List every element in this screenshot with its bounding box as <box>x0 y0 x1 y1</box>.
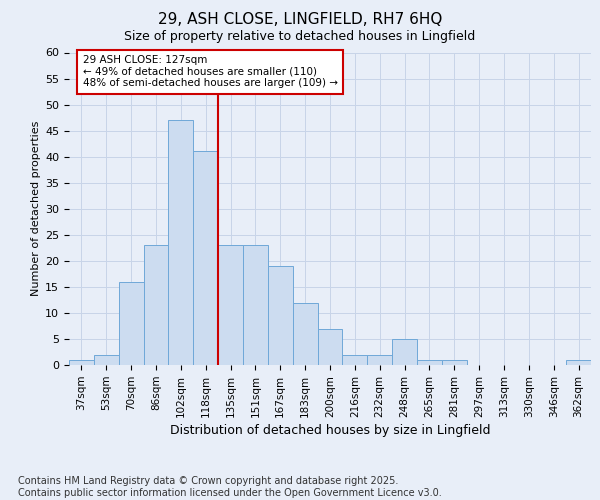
Bar <box>169 120 193 365</box>
Bar <box>417 360 442 365</box>
Bar <box>367 354 392 365</box>
Bar <box>218 245 243 365</box>
Bar <box>193 152 218 365</box>
Bar <box>392 339 417 365</box>
Text: Contains HM Land Registry data © Crown copyright and database right 2025.
Contai: Contains HM Land Registry data © Crown c… <box>18 476 442 498</box>
Bar <box>69 360 94 365</box>
Bar <box>119 282 143 365</box>
Bar <box>442 360 467 365</box>
Bar <box>243 245 268 365</box>
Text: 29 ASH CLOSE: 127sqm
← 49% of detached houses are smaller (110)
48% of semi-deta: 29 ASH CLOSE: 127sqm ← 49% of detached h… <box>83 55 338 88</box>
Bar <box>317 328 343 365</box>
Bar <box>566 360 591 365</box>
Text: Size of property relative to detached houses in Lingfield: Size of property relative to detached ho… <box>124 30 476 43</box>
X-axis label: Distribution of detached houses by size in Lingfield: Distribution of detached houses by size … <box>170 424 490 437</box>
Y-axis label: Number of detached properties: Number of detached properties <box>31 121 41 296</box>
Bar <box>143 245 169 365</box>
Bar <box>293 302 317 365</box>
Bar <box>343 354 367 365</box>
Bar <box>94 354 119 365</box>
Text: 29, ASH CLOSE, LINGFIELD, RH7 6HQ: 29, ASH CLOSE, LINGFIELD, RH7 6HQ <box>158 12 442 28</box>
Bar <box>268 266 293 365</box>
